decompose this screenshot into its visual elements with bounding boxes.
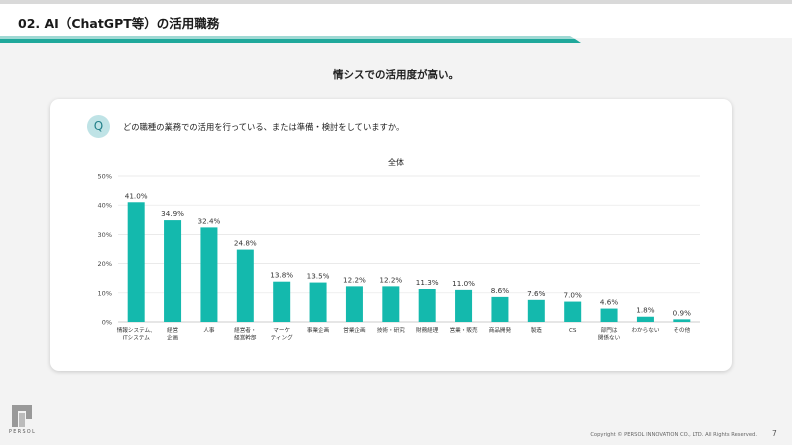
bar [236,249,254,322]
x-category-label: 営業企画 [343,326,366,334]
x-category-label: 部門は関係ない [598,326,621,342]
y-tick-label: 10% [98,289,112,297]
bar-value-label: 11.3% [416,278,439,287]
x-category-label-line: 商品開発 [489,326,512,334]
bar-value-label: 24.8% [234,239,257,248]
y-tick-label: 40% [98,202,112,210]
bar [164,220,182,322]
x-category-label-line: その他 [673,326,690,334]
y-tick-label: 50% [98,173,112,181]
bar-value-label: 8.6% [491,286,509,295]
x-category-label: 製造 [531,326,543,334]
x-category-label: その他 [673,326,690,334]
question-text: どの職種の業務での活用を行っている、または準備・検討をしていますか。 [123,122,405,132]
x-category-label-line: 経営者・ [234,326,256,334]
x-category-label: CS [569,328,577,334]
x-category-label: 商品開発 [489,326,512,334]
bar-value-label: 32.4% [198,216,221,225]
x-category-label-line: ティング [271,334,293,342]
x-category-label: 情報システム、 ITシステム [117,326,156,342]
bar [600,308,618,322]
x-category-label: 経営企画 [167,326,179,342]
x-category-label-line: 営業・販売 [450,326,478,334]
bar-value-label: 7.0% [564,291,582,300]
x-category-label-line: 製造 [531,326,543,334]
x-category-label: マーケティング [271,327,293,342]
x-category-label-line: 人事 [203,326,215,334]
header-background [0,4,792,38]
question-badge: Q [87,115,110,138]
bar [527,299,545,322]
bar [491,296,509,322]
x-category-label: 経営者・経営幹部 [234,326,257,342]
bar-value-label: 4.6% [600,298,618,307]
top-border [0,0,792,4]
copyright-text: Copyright © PERSOL INNOVATION CO., LTD. … [590,432,757,438]
y-tick-label: 0% [102,319,112,327]
bar [345,286,363,322]
x-category-label-line: 事業企画 [307,326,330,334]
logo-text: PERSOL [9,430,37,435]
x-category-label-line: 経営 [167,326,179,334]
header-accent-line [0,36,581,43]
bar [309,282,327,322]
page-number: 7 [772,429,777,438]
x-category-label: 人事 [203,326,215,334]
bar [127,202,145,322]
bar-value-label: 11.0% [452,279,475,288]
chart-card [50,99,732,371]
bar-value-label: 34.9% [161,209,184,218]
x-category-label: わからない [631,327,659,334]
y-tick-label: 30% [98,231,112,239]
chart-title: 全体 [388,158,404,167]
bar-value-label: 7.6% [527,289,545,298]
bar [418,289,436,322]
bar [382,286,400,322]
x-category-label: 営業・販売 [450,326,478,334]
bar-value-label: 13.8% [270,271,293,280]
x-category-label-line: 経営幹部 [234,334,257,342]
x-category-label-line: 情報システム、 [117,326,156,334]
bar [564,301,582,322]
bar [455,289,473,322]
bar [273,281,291,322]
slide-title: 02. AI（ChatGPT等）の活用職務 [18,16,220,31]
x-category-label: 技術・研究 [377,326,405,334]
bar [636,316,654,322]
x-category-label-line: 部門は [601,326,618,334]
bar-value-label: 1.8% [636,306,654,315]
x-category-label-line: 企画 [167,334,179,342]
bar [200,227,218,322]
bar-value-label: 12.2% [343,275,366,284]
x-category-label-line: 関係ない [598,334,621,342]
x-category-label-line: 技術・研究 [377,326,405,334]
x-category-label: 事業企画 [307,326,330,334]
bar [673,319,691,322]
x-category-label-line: ITシステム [123,335,151,342]
x-category-label-line: 財務経理 [416,326,439,334]
x-category-label-line: わからない [631,327,659,334]
bar-value-label: 0.9% [673,308,691,317]
x-category-label: 財務経理 [416,326,439,334]
persol-logo-icon [12,405,32,427]
lead-text: 情シスでの活用度が高い。 [333,69,459,81]
x-category-label-line: 営業企画 [343,326,366,334]
bar-value-label: 13.5% [307,272,330,281]
x-category-label-line: CS [569,328,577,334]
bar-value-label: 12.2% [379,275,402,284]
x-category-label-line: マーケ [273,327,290,334]
y-tick-label: 20% [98,260,112,268]
bar-value-label: 41.0% [125,191,148,200]
